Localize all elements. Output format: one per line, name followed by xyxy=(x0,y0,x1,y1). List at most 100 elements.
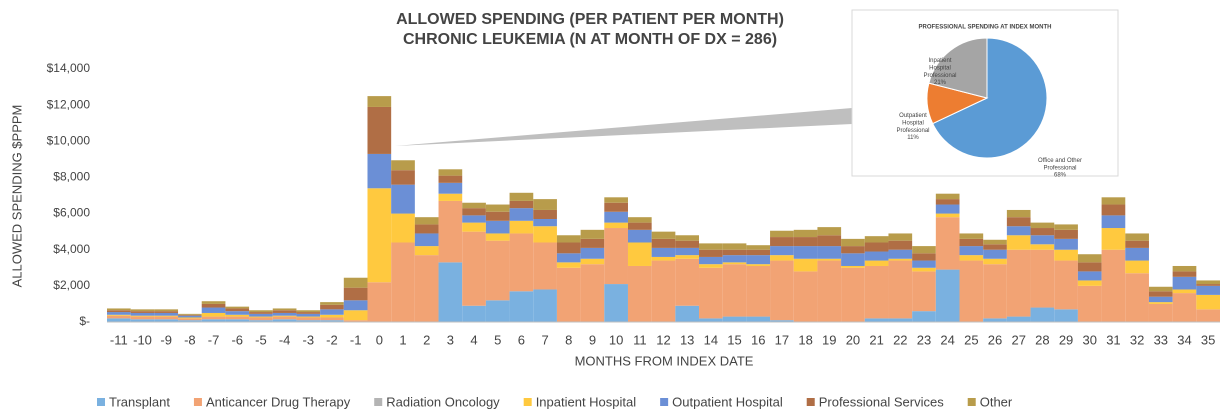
bar-segment xyxy=(746,249,771,256)
x-tick-label: 28 xyxy=(1035,332,1049,347)
bar-segment xyxy=(462,208,486,216)
bar-segment xyxy=(935,193,960,200)
bar-segment xyxy=(414,246,439,256)
bar-segment xyxy=(817,246,842,259)
bar-segment xyxy=(1172,265,1197,272)
bar-segment xyxy=(107,315,131,319)
pie-label: Outpatient Hospital Professional xyxy=(896,113,929,134)
x-tick-label: 26 xyxy=(988,332,1002,347)
bar-segment xyxy=(793,258,818,272)
bar-segment xyxy=(1006,226,1031,236)
bar-segment xyxy=(107,318,131,322)
pie-slice xyxy=(932,37,1048,159)
bar-segment xyxy=(272,319,297,322)
bar-segment xyxy=(1030,249,1055,308)
bar-segment xyxy=(1054,309,1078,322)
pie-value-label: 68% xyxy=(1054,173,1067,179)
bar-segment xyxy=(225,316,250,320)
bar-segment xyxy=(320,314,344,318)
bar-segment xyxy=(699,249,723,257)
bar-segment xyxy=(983,264,1007,319)
bar-segment xyxy=(509,192,534,201)
bar-segment xyxy=(320,302,344,305)
x-tick-label: 18 xyxy=(798,332,812,347)
bar-segment xyxy=(1125,260,1149,274)
y-tick-label: $14,000 xyxy=(47,61,91,75)
bar-segment xyxy=(485,233,510,241)
x-tick-label: 31 xyxy=(1106,332,1120,347)
y-tick-label: $6,000 xyxy=(53,206,90,220)
x-tick-label: -2 xyxy=(326,332,338,347)
legend-label: Inpatient Hospital xyxy=(536,394,637,409)
x-tick-label: 0 xyxy=(376,332,383,347)
bar-segment xyxy=(651,247,676,257)
bar-segment xyxy=(249,310,273,313)
bar-segment xyxy=(533,226,557,243)
bar-segment xyxy=(746,245,771,250)
bar-segment xyxy=(343,300,368,311)
bar-segment xyxy=(983,249,1007,259)
x-tick-label: 17 xyxy=(775,332,789,347)
y-tick-label: $4,000 xyxy=(53,242,90,256)
bar-segment xyxy=(675,305,700,322)
bar-segment xyxy=(580,258,605,265)
bar-segment xyxy=(438,169,463,176)
bar-segment xyxy=(699,264,723,268)
bar-segment xyxy=(1077,280,1102,286)
legend-label: Transplant xyxy=(109,394,170,409)
bar-segment xyxy=(604,211,628,223)
bar-segment xyxy=(249,316,273,318)
bar-segment xyxy=(556,267,581,322)
bar-segment xyxy=(296,317,321,321)
bar-segment xyxy=(367,188,392,283)
bar-segment xyxy=(438,200,463,263)
bar-segment xyxy=(438,182,463,194)
bar-segment xyxy=(391,160,415,171)
x-tick-label: -6 xyxy=(231,332,243,347)
bar-segment xyxy=(604,222,628,229)
bar-segment xyxy=(770,255,794,261)
bar-segment xyxy=(130,312,155,316)
bar-segment xyxy=(817,258,842,261)
bar-segment xyxy=(888,260,913,319)
bar-segment xyxy=(296,313,321,317)
bar-segment xyxy=(1148,296,1173,303)
x-tick-label: 25 xyxy=(964,332,978,347)
chart-title: ALLOWED SPENDING (PER PATIENT PER MONTH) xyxy=(396,11,784,28)
bar-segment xyxy=(1030,244,1055,250)
bar-segment xyxy=(675,247,700,256)
x-tick-label: -3 xyxy=(303,332,315,347)
bar-segment xyxy=(533,242,557,290)
bar-segment xyxy=(556,253,581,263)
bar-segment xyxy=(817,235,842,247)
bar-segment xyxy=(272,308,297,311)
bar-segment xyxy=(912,311,936,322)
bar-segment xyxy=(1054,224,1078,230)
bar-segment xyxy=(1054,249,1078,261)
x-tick-label: 6 xyxy=(518,332,525,347)
bar-segment xyxy=(320,304,344,310)
bar-segment xyxy=(1101,197,1126,205)
x-tick-label: 9 xyxy=(589,332,596,347)
x-tick-label: 3 xyxy=(447,332,454,347)
x-tick-label: 24 xyxy=(940,332,954,347)
bar-segment xyxy=(1054,229,1078,239)
bar-segment xyxy=(1148,303,1173,322)
bar-segment xyxy=(770,320,794,322)
bar-segment xyxy=(201,301,226,304)
bar-segment xyxy=(864,260,889,266)
bar-segment xyxy=(414,255,439,322)
bar-segment xyxy=(1054,260,1078,310)
x-tick-label: -10 xyxy=(133,332,152,347)
bar-segment xyxy=(864,265,889,319)
bar-segment xyxy=(414,233,439,247)
bar-segment xyxy=(722,249,747,256)
bar-segment xyxy=(1006,209,1031,218)
bar-segment xyxy=(841,267,865,322)
bar-segment xyxy=(627,265,652,322)
bar-segment xyxy=(912,246,936,254)
bar-segment xyxy=(201,316,226,320)
x-tick-label: 22 xyxy=(893,332,907,347)
bar-segment xyxy=(178,315,202,318)
pie-value-label: 11% xyxy=(907,135,919,141)
